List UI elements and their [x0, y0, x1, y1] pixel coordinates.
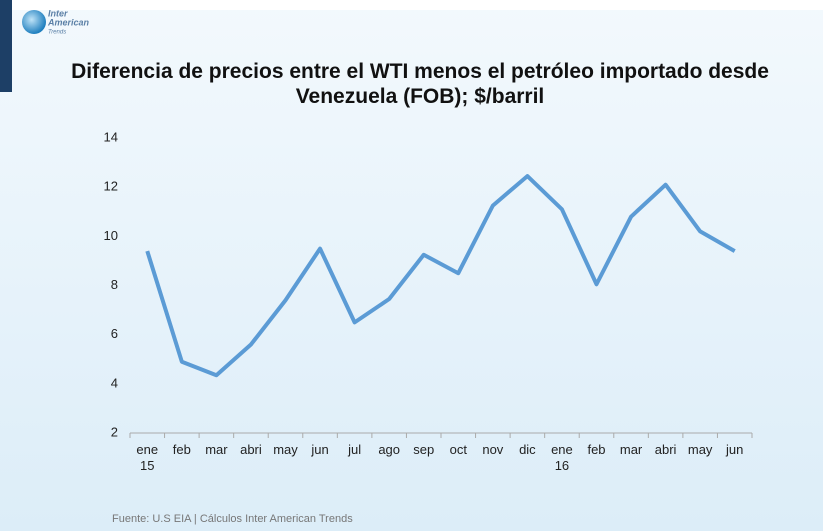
x-tick-label: jul: [347, 442, 361, 457]
y-tick-label: 10: [104, 228, 118, 243]
x-tick-label: ene 15: [136, 442, 158, 473]
x-tick-label: abri: [655, 442, 677, 457]
y-tick-label: 4: [111, 375, 118, 390]
x-tick-label: sep: [413, 442, 434, 457]
x-tick-label: may: [273, 442, 298, 457]
x-tick-label: ene 16: [551, 442, 573, 473]
x-tick-label: may: [688, 442, 713, 457]
x-tick-label: feb: [587, 442, 605, 457]
x-tick-label: feb: [173, 442, 191, 457]
logo-text: Inter: [48, 8, 68, 18]
x-tick-label: abri: [240, 442, 262, 457]
logo-text: Trends: [48, 30, 66, 36]
x-tick-label: jun: [310, 442, 328, 457]
x-tick-label: dic: [519, 442, 536, 457]
x-tick-label: jun: [725, 442, 743, 457]
y-tick-label: 12: [104, 179, 118, 194]
logo-globe: [22, 10, 46, 34]
x-tick-label: ago: [378, 442, 400, 457]
x-tick-label: mar: [620, 442, 643, 457]
side-bar: [0, 0, 12, 92]
y-tick-label: 8: [111, 277, 118, 292]
x-tick-label: nov: [482, 442, 503, 457]
top-band: [0, 0, 823, 10]
x-tick-label: mar: [205, 442, 228, 457]
y-tick-label: 14: [104, 129, 118, 144]
logo-text: American: [47, 17, 90, 27]
source: Fuente: U.S EIA | Cálculos Inter America…: [112, 513, 353, 525]
y-tick-label: 2: [111, 424, 118, 439]
line: [145, 174, 736, 378]
y-tick-label: 6: [111, 326, 118, 341]
x-tick-label: oct: [450, 442, 468, 457]
chart-title: Diferencia de precios entre el WTI menos…: [71, 60, 769, 108]
